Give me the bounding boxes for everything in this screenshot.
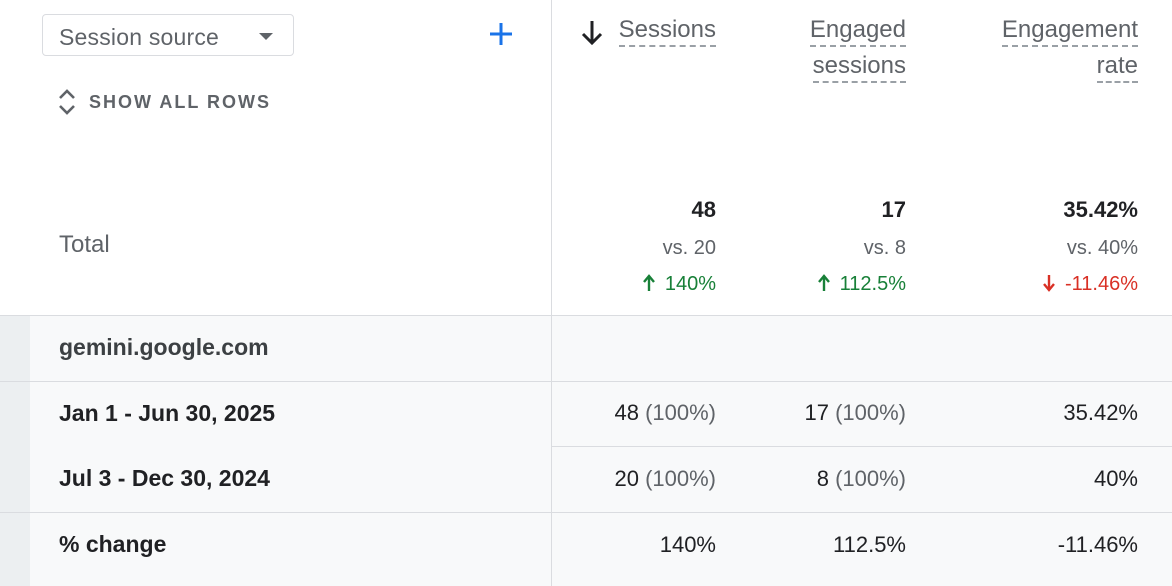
show-all-rows-label: SHOW ALL ROWS bbox=[89, 92, 271, 112]
column-header-label: rate bbox=[1096, 51, 1138, 83]
row-divider bbox=[551, 446, 1172, 447]
total-label: Total bbox=[59, 231, 110, 258]
column-header-engagement-rate[interactable]: Engagement rate bbox=[960, 12, 1138, 84]
total-sessions-change: 140% bbox=[580, 273, 716, 296]
cell-percent: (100%) bbox=[835, 466, 906, 491]
change-value: -11.46% bbox=[1064, 273, 1138, 295]
change-value: 112.5% bbox=[839, 273, 906, 295]
header-divider bbox=[0, 315, 1172, 316]
dimension-select-value: Session source bbox=[59, 24, 220, 50]
arrow-up-icon bbox=[642, 274, 655, 291]
cell-value: 8 bbox=[816, 466, 829, 491]
source-row-label[interactable]: gemini.google.com bbox=[59, 334, 269, 360]
cell-percent: (100%) bbox=[835, 400, 906, 425]
row-divider bbox=[0, 381, 1172, 382]
cell-value: 20 bbox=[614, 466, 639, 491]
column-header-label: Sessions bbox=[618, 15, 716, 47]
period-row-label: Jan 1 - Jun 30, 2025 bbox=[59, 400, 276, 426]
total-engagement-rate-comparison: vs. 40% bbox=[1066, 237, 1138, 259]
row-divider bbox=[0, 512, 1172, 513]
total-sessions-value: 48 bbox=[691, 197, 716, 222]
total-engaged-sessions-change: 112.5% bbox=[740, 273, 906, 296]
change-value: 140% bbox=[664, 273, 716, 295]
row-indent-stripe bbox=[0, 316, 30, 586]
column-header-sessions[interactable]: Sessions bbox=[600, 12, 716, 48]
cell-sessions: 48 (100%) bbox=[560, 400, 716, 426]
total-engagement-rate-change: -11.46% bbox=[960, 273, 1138, 296]
column-header-label: Engagement bbox=[1001, 15, 1138, 47]
cell-sessions-change: 140% bbox=[659, 532, 716, 557]
dropdown-caret-icon bbox=[259, 33, 273, 40]
source-row-bg bbox=[0, 316, 1172, 381]
cell-sessions: 20 (100%) bbox=[560, 466, 716, 492]
period-row-label: Jul 3 - Dec 30, 2024 bbox=[59, 465, 270, 491]
expand-collapse-icon bbox=[59, 89, 75, 115]
total-engagement-rate-value: 35.42% bbox=[1063, 197, 1138, 222]
total-sessions-comparison: vs. 20 bbox=[662, 237, 716, 259]
sort-down-arrow-icon bbox=[581, 21, 603, 46]
column-header-label: Engaged bbox=[809, 15, 906, 47]
cell-engagement-rate: 35.42% bbox=[1063, 400, 1138, 425]
add-icon bbox=[490, 23, 512, 45]
cell-value: 17 bbox=[804, 400, 829, 425]
cell-engaged-sessions: 17 (100%) bbox=[730, 400, 906, 426]
show-all-rows-button[interactable]: SHOW ALL ROWS bbox=[54, 84, 294, 120]
arrow-down-icon bbox=[1043, 275, 1055, 292]
cell-value: 48 bbox=[614, 400, 639, 425]
cell-engagement-rate: 40% bbox=[1093, 466, 1138, 491]
column-divider bbox=[551, 0, 552, 586]
period-rows-bg bbox=[0, 382, 1172, 586]
cell-engagement-rate-change: -11.46% bbox=[1057, 532, 1138, 557]
column-header-label: sessions bbox=[812, 51, 906, 83]
column-header-engaged-sessions[interactable]: Engaged sessions bbox=[760, 12, 906, 84]
add-dimension-button[interactable] bbox=[486, 16, 516, 50]
cell-engaged-sessions-change: 112.5% bbox=[833, 532, 906, 557]
dimension-select[interactable]: Session source bbox=[42, 14, 294, 56]
cell-percent: (100%) bbox=[645, 400, 716, 425]
cell-engaged-sessions: 8 (100%) bbox=[730, 466, 906, 492]
change-row-label: % change bbox=[59, 531, 167, 557]
arrow-up-icon bbox=[817, 274, 830, 291]
cell-percent: (100%) bbox=[645, 466, 716, 491]
total-engaged-sessions-comparison: vs. 8 bbox=[863, 237, 906, 259]
total-engaged-sessions-value: 17 bbox=[881, 197, 906, 222]
